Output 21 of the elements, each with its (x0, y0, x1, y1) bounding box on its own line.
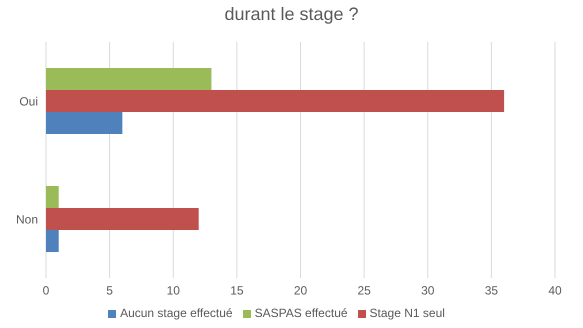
legend-label: Stage N1 seul (370, 306, 445, 320)
bar (46, 112, 122, 134)
x-tick-label: 5 (106, 284, 114, 298)
bar (46, 230, 59, 252)
bar (46, 208, 199, 230)
legend-label: Aucun stage effectué (120, 306, 233, 320)
bar (46, 186, 59, 208)
x-tick-label: 0 (42, 284, 50, 298)
bar (46, 68, 212, 90)
y-tick-label: Oui (19, 94, 38, 108)
bar (46, 90, 504, 112)
x-tick-label: 30 (421, 284, 435, 298)
x-tick-label: 20 (294, 284, 308, 298)
x-tick-label: 10 (166, 284, 180, 298)
x-tick-label: 15 (230, 284, 244, 298)
x-tick-label: 40 (548, 284, 562, 298)
legend-label: SASPAS effectué (254, 306, 348, 320)
x-tick-label: 35 (484, 284, 498, 298)
y-tick-label: Non (16, 212, 38, 226)
x-tick-label: 25 (357, 284, 372, 298)
chart-title: durant le stage ? (223, 4, 360, 25)
